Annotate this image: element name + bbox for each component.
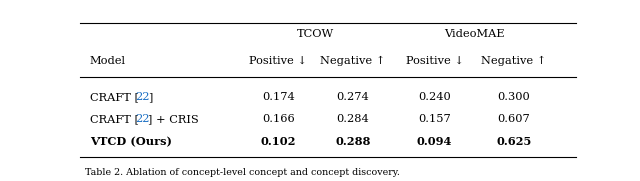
Text: 0.166: 0.166 (262, 114, 295, 124)
Text: 0.284: 0.284 (337, 114, 369, 124)
Text: Table 2. Ablation of concept-level concept and concept discovery.: Table 2. Ablation of concept-level conce… (85, 168, 400, 177)
Text: Negative ↑: Negative ↑ (320, 56, 385, 66)
Text: ] + CRIS: ] + CRIS (148, 114, 198, 124)
Text: 0.094: 0.094 (417, 136, 452, 147)
Text: VideoMAE: VideoMAE (444, 29, 504, 39)
Text: TCOW: TCOW (297, 29, 334, 39)
Text: ]: ] (148, 92, 152, 102)
Text: VTCD (Ours): VTCD (Ours) (90, 136, 172, 147)
Text: 0.102: 0.102 (260, 136, 296, 147)
Text: 0.300: 0.300 (498, 92, 531, 102)
Text: 22: 22 (135, 114, 150, 124)
Text: 0.607: 0.607 (498, 114, 531, 124)
Text: 0.274: 0.274 (337, 92, 369, 102)
Text: Model: Model (90, 56, 126, 66)
Text: 0.157: 0.157 (419, 114, 451, 124)
Text: Positive ↓: Positive ↓ (250, 56, 307, 66)
Text: 0.174: 0.174 (262, 92, 295, 102)
Text: 0.625: 0.625 (497, 136, 532, 147)
Text: Positive ↓: Positive ↓ (406, 56, 463, 66)
Text: CRAFT [: CRAFT [ (90, 114, 139, 124)
Text: 22: 22 (135, 92, 150, 102)
Text: CRAFT [: CRAFT [ (90, 92, 139, 102)
Text: 0.288: 0.288 (335, 136, 371, 147)
Text: 0.240: 0.240 (419, 92, 451, 102)
Text: Negative ↑: Negative ↑ (481, 56, 547, 66)
